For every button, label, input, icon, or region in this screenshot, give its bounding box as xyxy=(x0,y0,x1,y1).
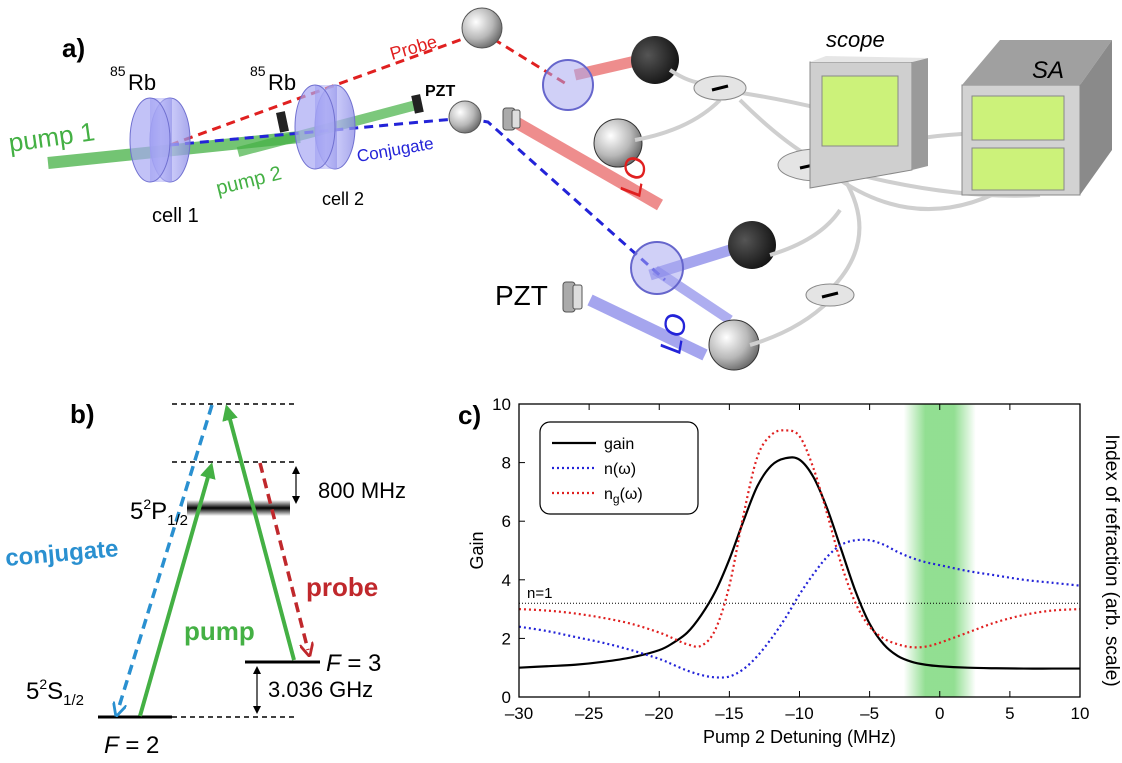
lo-bottom-label: LO xyxy=(654,311,693,356)
beamsplitter-top xyxy=(542,59,594,111)
series-layer xyxy=(518,429,1081,679)
legend-gain: gain xyxy=(604,436,634,453)
x-tick-label: –20 xyxy=(645,704,673,723)
pump2-label: pump 2 xyxy=(214,162,284,199)
y-axis-ticks: 0 2 4 6 8 10 xyxy=(492,395,525,707)
series-ng-line xyxy=(518,429,1081,649)
cell2-isotope: Rb xyxy=(268,70,296,95)
conjugate-b-label: conjugate xyxy=(4,535,119,572)
panel-a-label: a) xyxy=(62,33,85,63)
p-state-label: 52P1/2 xyxy=(130,496,188,529)
mirror-top xyxy=(461,7,503,49)
lo-top-beam xyxy=(509,114,663,211)
scope-label: scope xyxy=(826,27,885,52)
series-n-line xyxy=(518,538,1081,679)
scope-device xyxy=(809,56,928,189)
lo-top-label: LO xyxy=(614,154,653,199)
n1-label: n=1 xyxy=(527,585,552,602)
cell1-isotope-sup: 85 xyxy=(110,63,126,79)
y-tick-label: 10 xyxy=(492,395,511,414)
y-axis-label: Gain xyxy=(467,531,487,569)
x-tick-label: 5 xyxy=(1005,704,1014,723)
cell2-label: cell 2 xyxy=(322,189,364,209)
probe-arrow xyxy=(258,462,308,650)
x-tick-label: 10 xyxy=(1071,704,1090,723)
panel-b-label: b) xyxy=(70,399,95,429)
y-tick-label: 8 xyxy=(502,454,511,473)
y2-axis-label: Index of refraction (arb. scale) xyxy=(1101,434,1122,686)
mirror-pzt xyxy=(448,100,482,134)
x-tick-label: 0 xyxy=(935,704,944,723)
pump1-label: pump 1 xyxy=(7,116,97,158)
pump-arrow-1 xyxy=(138,462,216,717)
detector-3 xyxy=(728,221,776,269)
f2-label: F = 2 xyxy=(104,732,159,759)
pump-arrow-2 xyxy=(222,404,296,661)
panel-b-levels: b) 800 MHz 3.036 GHz 52P1/2 52S1/2 conju… xyxy=(4,399,406,759)
detuning-label: 800 MHz xyxy=(318,478,406,503)
probe-b-label: probe xyxy=(306,572,378,602)
panel-a-setup: a) 85 Rb 85 Rb pump 1 xyxy=(7,7,1112,371)
x-axis-ticks: –30 –25 –20 –15 –10 –5 0 5 10 xyxy=(505,404,1090,723)
p-state-level xyxy=(187,500,290,516)
probe-label: Probe xyxy=(388,31,440,63)
detector-4 xyxy=(708,319,760,371)
cell1-isotope: Rb xyxy=(128,70,156,95)
legend-n: n(ω) xyxy=(604,461,636,478)
spectrum-analyzer xyxy=(961,40,1112,196)
y-tick-label: 4 xyxy=(502,571,511,590)
f3-label: F = 3 xyxy=(326,650,381,677)
x-tick-label: –5 xyxy=(860,704,879,723)
legend: gain n(ω) ng(ω) xyxy=(539,421,699,515)
amp-1 xyxy=(693,75,747,101)
pzt-bottom-mount xyxy=(562,281,583,313)
detector-1 xyxy=(631,36,679,84)
x-tick-label: –30 xyxy=(505,704,533,723)
beam-block-2 xyxy=(411,94,424,114)
conjugate-arrow xyxy=(118,404,214,710)
sa-label: SA xyxy=(1032,57,1064,84)
pzt-top-mount xyxy=(502,107,521,131)
legend-box xyxy=(539,421,699,515)
y-tick-label: 6 xyxy=(502,512,511,531)
y-tick-label: 2 xyxy=(502,629,511,648)
x-tick-label: –15 xyxy=(715,704,743,723)
series-gain-line xyxy=(518,456,1080,670)
x-tick-label: –10 xyxy=(785,704,813,723)
hyperfine-label: 3.036 GHz xyxy=(268,677,373,702)
pump-b-label: pump xyxy=(184,616,255,646)
detector-2 xyxy=(593,118,643,168)
highlight-band xyxy=(903,404,976,697)
panel-c-chart: c) n=1 –30 –25 –20 –15 –10 –5 0 5 10 0 2 4 6 8 10 Pum… xyxy=(458,395,1122,747)
beamsplitter-bottom xyxy=(630,241,684,295)
cell2-isotope-sup: 85 xyxy=(250,63,266,79)
lo-bottom-beam xyxy=(587,294,708,361)
conjugate-label: Conjugate xyxy=(355,134,435,166)
panel-c-label: c) xyxy=(458,400,481,430)
amp-2 xyxy=(805,283,855,307)
y-tick-label: 0 xyxy=(502,688,511,707)
legend-ng: ng(ω) xyxy=(604,486,643,506)
x-tick-label: –25 xyxy=(575,704,603,723)
cell1-label: cell 1 xyxy=(152,205,199,227)
beam-block-1 xyxy=(276,111,289,133)
pzt-top-label: PZT xyxy=(425,83,455,100)
pzt-bottom-label: PZT xyxy=(495,280,548,311)
s-state-label: 52S1/2 xyxy=(26,676,84,709)
cell-1 xyxy=(129,97,191,183)
x-axis-label: Pump 2 Detuning (MHz) xyxy=(703,727,896,747)
cell-2 xyxy=(294,84,356,170)
